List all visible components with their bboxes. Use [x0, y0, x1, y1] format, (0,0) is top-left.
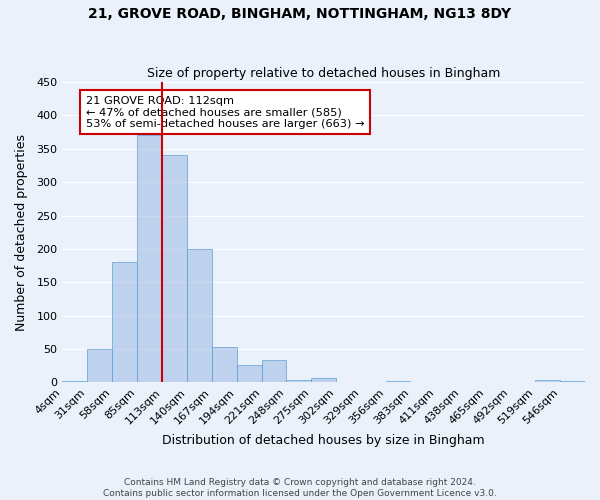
Bar — [560, 381, 585, 382]
Text: 21, GROVE ROAD, BINGHAM, NOTTINGHAM, NG13 8DY: 21, GROVE ROAD, BINGHAM, NOTTINGHAM, NG1… — [88, 8, 512, 22]
Bar — [262, 360, 286, 382]
Bar — [535, 380, 560, 382]
Bar — [187, 249, 212, 382]
Text: Contains HM Land Registry data © Crown copyright and database right 2024.
Contai: Contains HM Land Registry data © Crown c… — [103, 478, 497, 498]
Bar — [237, 365, 262, 382]
Bar — [212, 347, 237, 382]
Text: 21 GROVE ROAD: 112sqm
← 47% of detached houses are smaller (585)
53% of semi-det: 21 GROVE ROAD: 112sqm ← 47% of detached … — [86, 96, 364, 129]
Bar — [137, 136, 161, 382]
Bar — [311, 378, 336, 382]
Bar — [163, 156, 187, 382]
Bar — [62, 381, 87, 382]
Bar — [286, 380, 311, 382]
X-axis label: Distribution of detached houses by size in Bingham: Distribution of detached houses by size … — [163, 434, 485, 448]
Bar — [112, 262, 137, 382]
Bar — [386, 381, 410, 382]
Y-axis label: Number of detached properties: Number of detached properties — [15, 134, 28, 330]
Title: Size of property relative to detached houses in Bingham: Size of property relative to detached ho… — [147, 66, 500, 80]
Bar — [87, 349, 112, 382]
